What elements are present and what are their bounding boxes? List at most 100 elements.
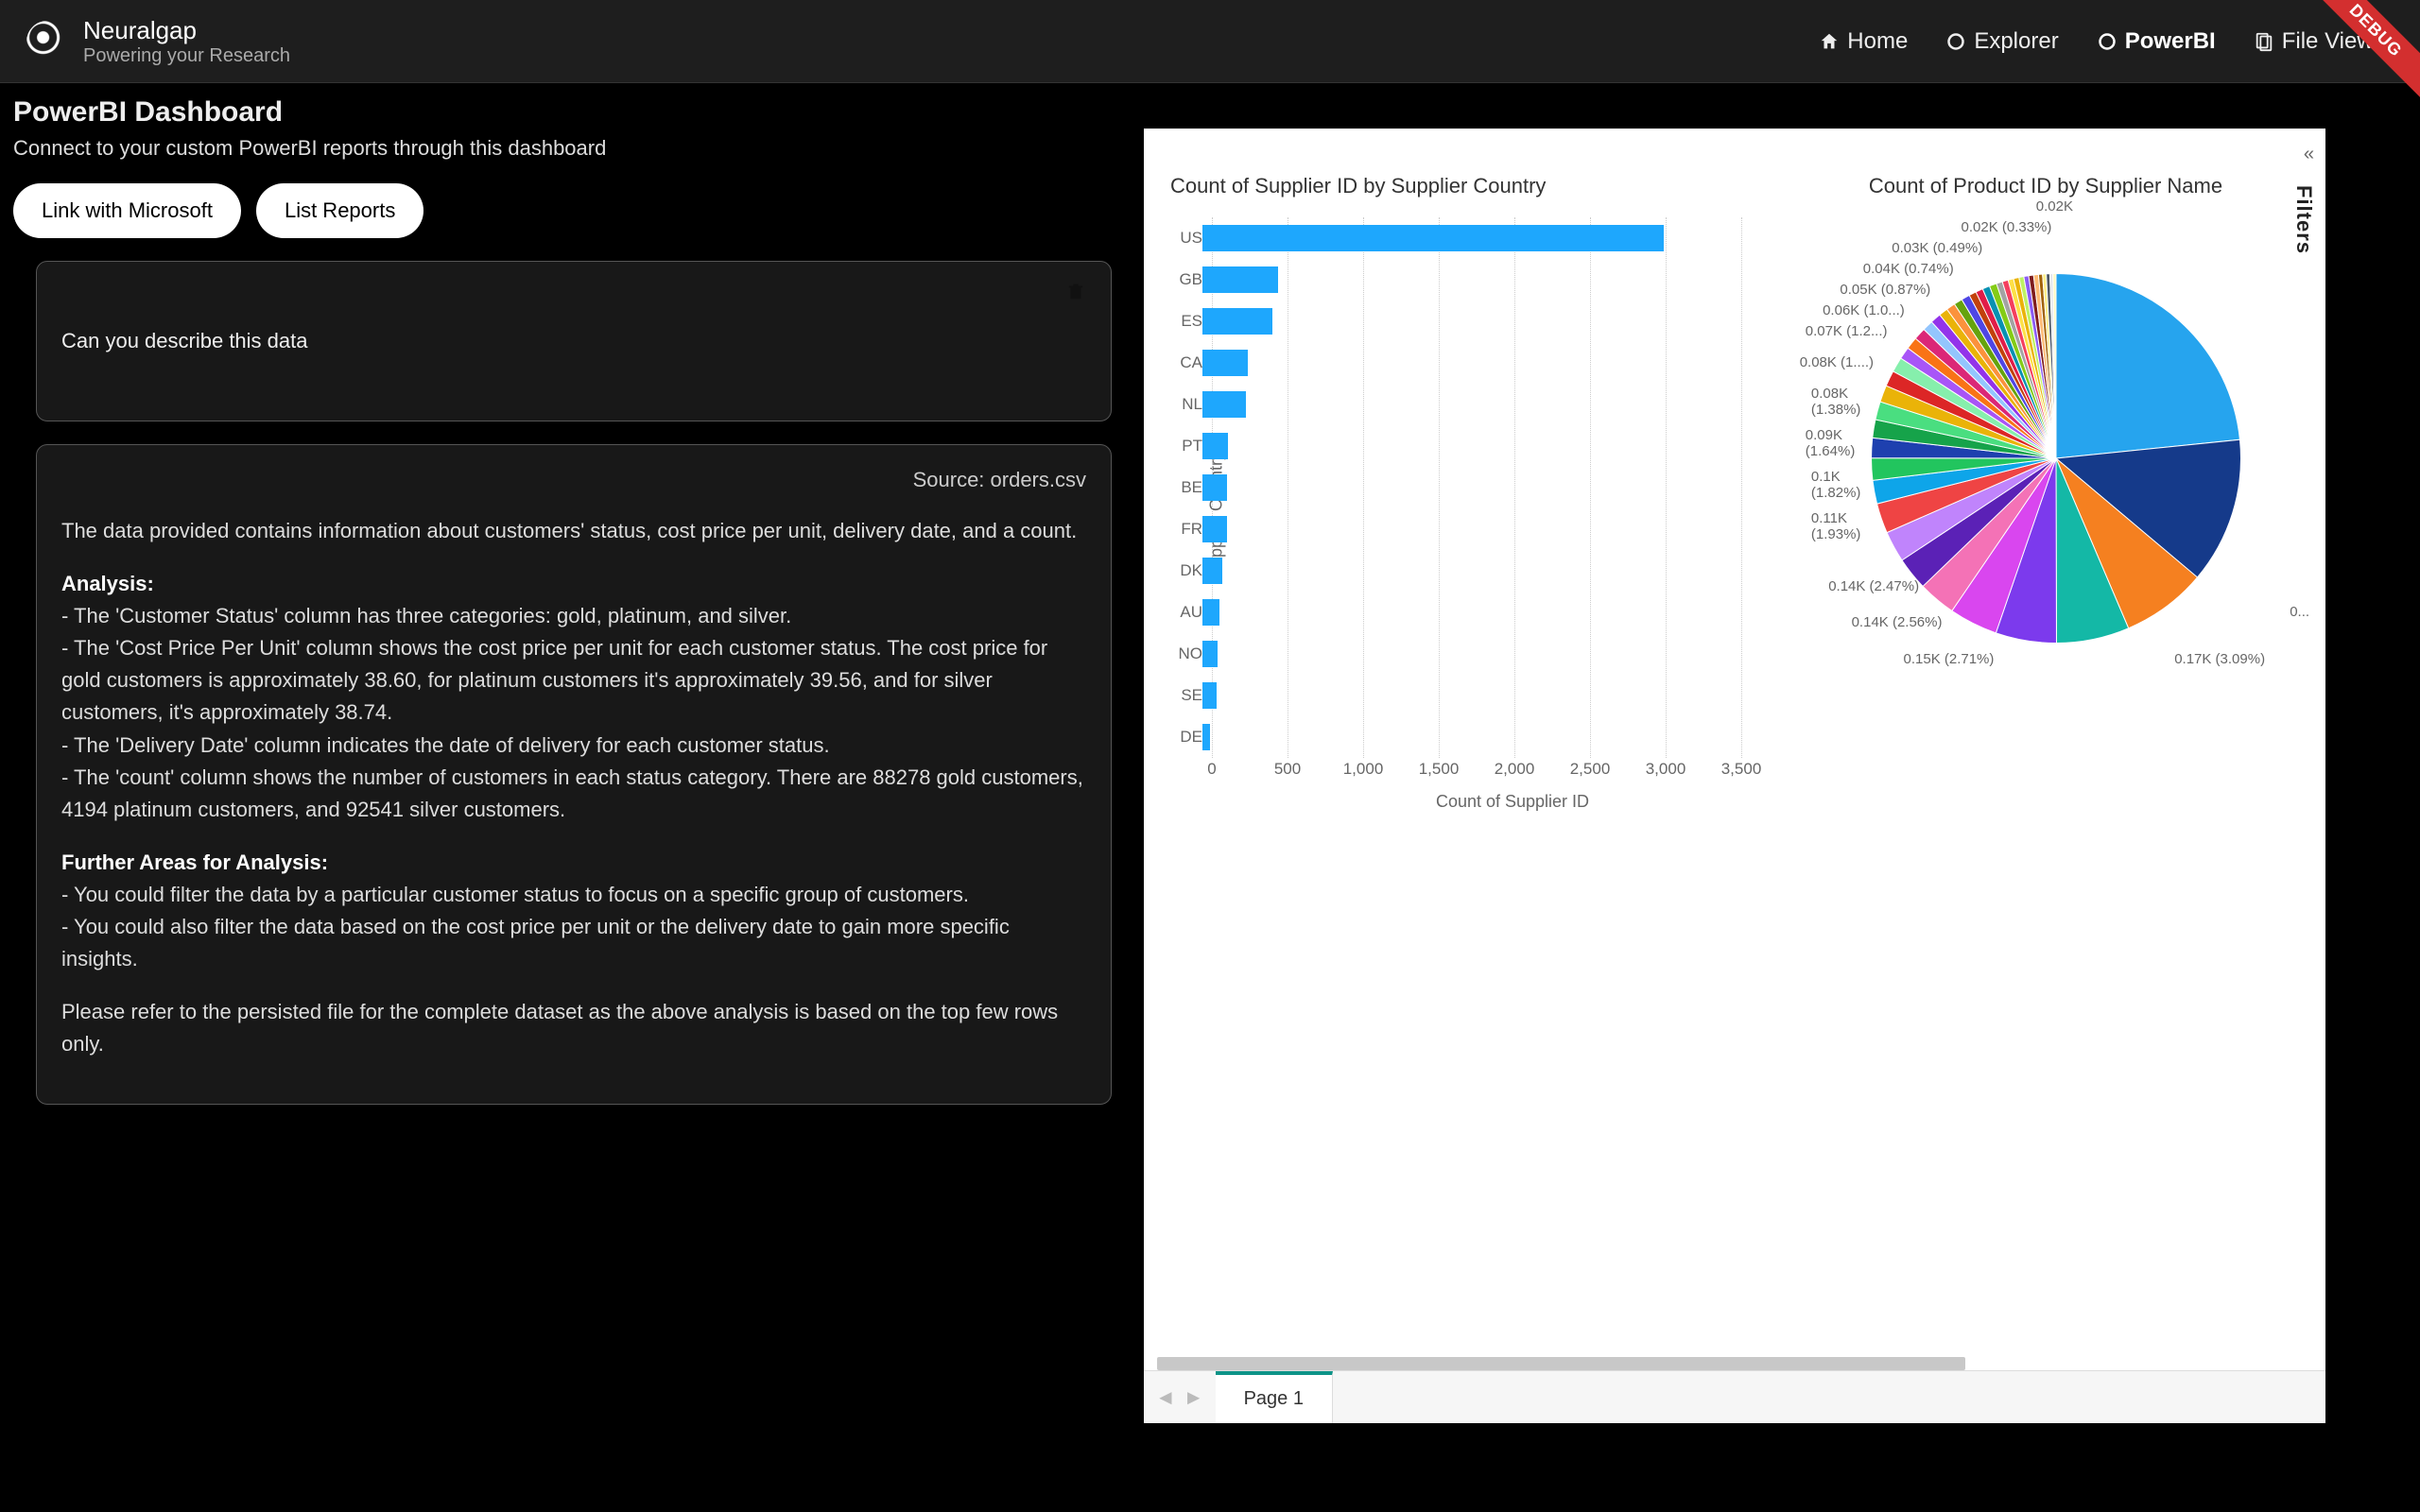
bar-chart: Count of Supplier ID by Supplier Country… xyxy=(1170,174,1813,1357)
pie-label: 0.11K xyxy=(1811,510,1847,526)
bar-x-tick: 3,000 xyxy=(1646,760,1686,779)
bar-fill xyxy=(1202,641,1218,667)
collapse-icon[interactable]: « xyxy=(2304,144,2314,165)
app-header: Neuralgap Powering your Research Home Ex… xyxy=(0,0,2420,83)
further-section: Further Areas for Analysis: - You could … xyxy=(61,847,1086,975)
main-nav: Home Explorer PowerBI File Viewer xyxy=(1819,28,2394,55)
analysis-intro: The data provided contains information a… xyxy=(61,515,1086,547)
further-bullet: - You could also filter the data based o… xyxy=(61,915,1010,971)
bar-row: NL xyxy=(1170,384,1813,425)
delete-icon[interactable] xyxy=(1065,281,1086,308)
logo-icon xyxy=(26,21,68,62)
bar-x-tick: 1,000 xyxy=(1343,760,1384,779)
powerbi-embed: « Filters Count of Supplier ID by Suppli… xyxy=(1144,129,2325,1423)
bar-category: US xyxy=(1170,229,1202,248)
page-nav-arrows: ◄ ► xyxy=(1144,1371,1216,1423)
circle-icon xyxy=(1945,31,1966,52)
bar-track xyxy=(1202,550,1732,592)
bar-chart-title: Count of Supplier ID by Supplier Country xyxy=(1170,174,1813,198)
bar-fill xyxy=(1202,724,1210,750)
bar-row: ES xyxy=(1170,301,1813,342)
prompt-text: Can you describe this data xyxy=(61,329,308,353)
bar-x-tick: 1,500 xyxy=(1419,760,1460,779)
pie-label: 0.02K xyxy=(2036,198,2073,215)
bar-category: DE xyxy=(1170,728,1202,747)
bar-fill xyxy=(1202,558,1222,584)
pie-label: 0.02K (0.33%) xyxy=(1962,219,2052,235)
left-pane: PowerBI Dashboard Connect to your custom… xyxy=(0,83,1134,1512)
analysis-closing: Please refer to the persisted file for t… xyxy=(61,996,1086,1060)
bar-x-axis: 05001,0001,5002,0002,5003,0003,500 xyxy=(1170,760,1741,786)
bar-category: PT xyxy=(1170,437,1202,455)
bar-track xyxy=(1202,384,1732,425)
nav-powerbi-label: PowerBI xyxy=(2125,28,2216,55)
nav-home-label: Home xyxy=(1847,28,1908,55)
bar-fill xyxy=(1202,433,1228,459)
pbi-footer: ◄ ► Page 1 xyxy=(1144,1370,2325,1423)
prev-page-icon[interactable]: ◄ xyxy=(1155,1385,1176,1410)
brand-tagline: Powering your Research xyxy=(83,45,290,67)
list-reports-button[interactable]: List Reports xyxy=(256,183,424,238)
nav-home[interactable]: Home xyxy=(1819,28,1908,55)
bar-track xyxy=(1202,467,1732,508)
bar-fill xyxy=(1202,599,1219,626)
bar-category: ES xyxy=(1170,312,1202,331)
bar-category: SE xyxy=(1170,686,1202,705)
bar-track xyxy=(1202,592,1732,633)
next-page-icon[interactable]: ► xyxy=(1184,1385,1204,1410)
pbi-horizontal-scroll[interactable] xyxy=(1157,1357,2312,1370)
bar-fill xyxy=(1202,391,1246,418)
pie-label: 0.03K (0.49%) xyxy=(1892,240,1982,256)
bar-track xyxy=(1202,508,1732,550)
brand-name: Neuralgap xyxy=(83,16,290,45)
bar-row: US xyxy=(1170,217,1813,259)
analysis-heading: Analysis: xyxy=(61,572,154,595)
bar-track xyxy=(1202,675,1732,716)
bar-track xyxy=(1202,633,1732,675)
pie-label: 0.08K xyxy=(1811,386,1848,402)
bar-x-tick: 500 xyxy=(1274,760,1301,779)
bar-category: FR xyxy=(1170,520,1202,539)
bar-row: GB xyxy=(1170,259,1813,301)
bar-fill xyxy=(1202,266,1278,293)
bar-category: BE xyxy=(1170,478,1202,497)
bar-row: FR xyxy=(1170,508,1813,550)
bar-track xyxy=(1202,342,1732,384)
scroll-thumb[interactable] xyxy=(1157,1357,1965,1370)
bar-row: PT xyxy=(1170,425,1813,467)
bar-category: AU xyxy=(1170,603,1202,622)
nav-explorer[interactable]: Explorer xyxy=(1945,28,2058,55)
bar-row: BE xyxy=(1170,467,1813,508)
bar-row: SE xyxy=(1170,675,1813,716)
bar-fill xyxy=(1202,682,1217,709)
analysis-bullet: - The 'Customer Status' column has three… xyxy=(61,604,791,627)
bar-track xyxy=(1202,716,1732,758)
prompt-card: Can you describe this data xyxy=(36,261,1112,421)
bar-row: AU xyxy=(1170,592,1813,633)
bar-category: DK xyxy=(1170,561,1202,580)
bar-fill xyxy=(1202,308,1272,335)
nav-powerbi[interactable]: PowerBI xyxy=(2097,28,2216,55)
brand-area: Neuralgap Powering your Research xyxy=(26,16,290,67)
pie-chart: Count of Product ID by Supplier Name 0.0… xyxy=(1823,174,2259,1357)
link-microsoft-button[interactable]: Link with Microsoft xyxy=(13,183,241,238)
pbi-content: Count of Supplier ID by Supplier Country… xyxy=(1144,129,2325,1357)
bar-track xyxy=(1202,301,1732,342)
filters-label[interactable]: Filters xyxy=(2291,185,2316,254)
bar-fill xyxy=(1202,350,1248,376)
bar-track xyxy=(1202,425,1732,467)
pie-label: 0.1K xyxy=(1811,469,1841,485)
bar-x-tick: 2,500 xyxy=(1570,760,1611,779)
bar-row: DE xyxy=(1170,716,1813,758)
nav-explorer-label: Explorer xyxy=(1974,28,2058,55)
circle-icon xyxy=(2097,31,2118,52)
right-pane: « Filters Count of Supplier ID by Suppli… xyxy=(1134,83,2420,1512)
bar-fill xyxy=(1202,516,1227,542)
bar-category: NO xyxy=(1170,644,1202,663)
page-tab[interactable]: Page 1 xyxy=(1216,1371,1333,1423)
bar-rows: USGBESCANLPTBEFRDKAUNOSEDE xyxy=(1170,217,1813,758)
pie-chart-title: Count of Product ID by Supplier Name xyxy=(1832,174,2259,198)
bar-fill xyxy=(1202,225,1664,251)
bar-row: NO xyxy=(1170,633,1813,675)
analysis-bullet: - The 'Cost Price Per Unit' column shows… xyxy=(61,636,1047,724)
